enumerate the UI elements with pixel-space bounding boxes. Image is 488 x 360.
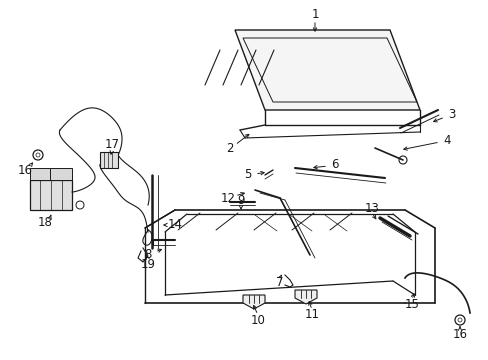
Text: 9: 9 bbox=[237, 194, 244, 207]
Text: 16: 16 bbox=[18, 163, 32, 176]
Text: 3: 3 bbox=[447, 108, 455, 122]
Text: 18: 18 bbox=[38, 216, 52, 229]
Polygon shape bbox=[100, 152, 118, 168]
Polygon shape bbox=[235, 30, 419, 110]
Text: 10: 10 bbox=[250, 314, 265, 327]
Text: 19: 19 bbox=[140, 258, 155, 271]
Text: 16: 16 bbox=[451, 328, 467, 342]
Text: 13: 13 bbox=[364, 202, 379, 215]
Text: 17: 17 bbox=[104, 139, 119, 152]
Text: 14: 14 bbox=[167, 219, 182, 231]
Text: 8: 8 bbox=[144, 248, 151, 261]
Text: 2: 2 bbox=[226, 141, 233, 154]
Polygon shape bbox=[30, 168, 50, 180]
Polygon shape bbox=[294, 290, 316, 304]
Text: 12: 12 bbox=[220, 192, 235, 204]
Polygon shape bbox=[30, 180, 72, 210]
Text: 6: 6 bbox=[330, 158, 338, 171]
Polygon shape bbox=[50, 168, 72, 180]
Polygon shape bbox=[243, 295, 264, 309]
Text: 11: 11 bbox=[304, 309, 319, 321]
Text: 4: 4 bbox=[442, 134, 450, 147]
Text: 15: 15 bbox=[404, 298, 419, 311]
Text: 7: 7 bbox=[276, 275, 283, 288]
Text: 5: 5 bbox=[244, 168, 251, 181]
Text: 1: 1 bbox=[311, 9, 318, 22]
